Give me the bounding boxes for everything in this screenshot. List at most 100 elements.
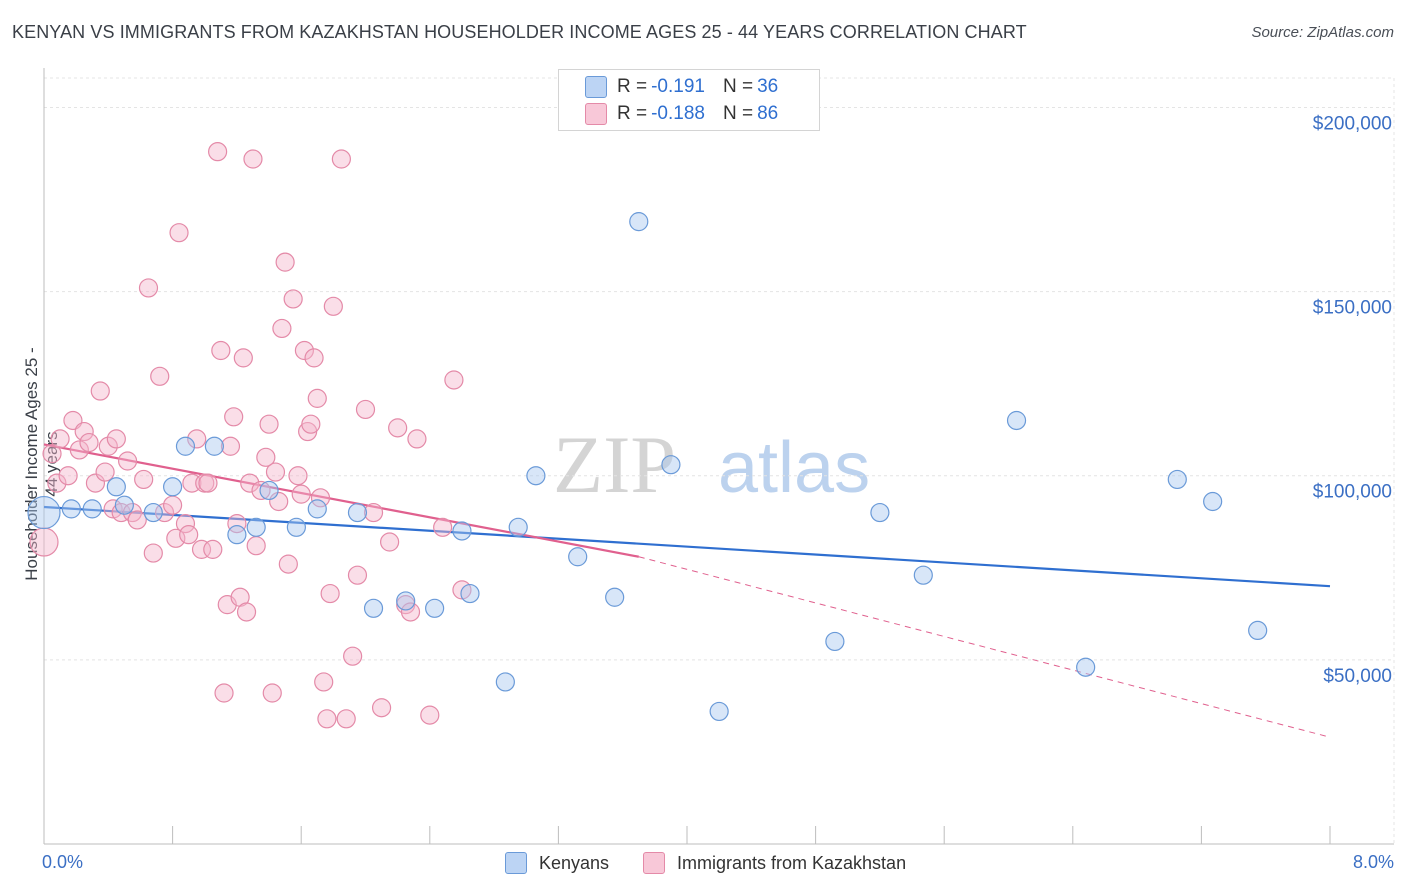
point-kenyans <box>286 517 306 537</box>
point-kenyans <box>526 466 546 486</box>
point-kazakhstan <box>191 539 212 559</box>
point-kazakhstan <box>95 462 115 482</box>
point-kazakhstan <box>343 646 363 666</box>
point-kazakhstan <box>163 495 183 515</box>
point-kazakhstan <box>106 429 126 449</box>
point-kazakhstan <box>380 532 400 552</box>
legend-r-value-kenyans: -0.191 <box>651 76 705 97</box>
point-kazakhstan <box>203 539 223 559</box>
point-kenyans <box>605 587 625 607</box>
bottom-legend-swatch-blue <box>505 852 527 874</box>
point-kazakhstan <box>243 149 263 169</box>
point-kazakhstan <box>154 502 175 523</box>
point-kazakhstan <box>294 340 315 361</box>
point-kazakhstan <box>74 421 94 442</box>
point-kenyans <box>1076 657 1096 677</box>
point-kazakhstan <box>371 698 392 718</box>
point-kazakhstan <box>278 554 298 574</box>
point-kazakhstan <box>310 488 331 508</box>
watermark-zip: ZIP <box>553 419 676 510</box>
point-kazakhstan <box>323 296 343 316</box>
legend-n-value-kenyans: 36 <box>757 76 779 97</box>
legend-swatch-blue <box>585 76 607 98</box>
trend-line-kazakhstan-extension <box>638 556 1331 738</box>
trend-line-kazakhstan <box>43 443 639 558</box>
point-kazakhstan <box>208 142 228 162</box>
point-kazakhstan <box>291 484 311 504</box>
point-kenyans <box>347 502 368 523</box>
point-kazakhstan <box>214 683 234 703</box>
point-kazakhstan <box>233 348 253 368</box>
point-kazakhstan <box>301 414 321 434</box>
point-kazakhstan <box>256 447 276 467</box>
point-kenyans <box>61 499 81 519</box>
point-kenyans <box>1203 491 1223 512</box>
point-kazakhstan <box>317 709 337 729</box>
point-kazakhstan <box>134 469 154 490</box>
x-tick-min: 0.0% <box>42 852 84 872</box>
point-kenyans <box>227 525 247 545</box>
point-kenyans <box>396 591 416 611</box>
point-kazakhstan <box>269 491 289 512</box>
point-kazakhstan <box>50 429 70 449</box>
point-kazakhstan <box>355 399 376 420</box>
source-label: Source: ZipAtlas.com <box>1251 24 1394 41</box>
bottom-legend-kazakhstan: Immigrants from Kazakhstan <box>643 852 906 874</box>
point-kazakhstan <box>143 543 163 563</box>
point-kenyans <box>363 598 384 618</box>
point-kenyans <box>106 477 126 497</box>
legend-row-kenyans: R = -0.191 N = 36 <box>585 75 782 99</box>
point-kazakhstan <box>85 473 106 493</box>
point-kazakhstan <box>314 672 334 692</box>
point-kazakhstan <box>251 480 271 501</box>
point-kazakhstan <box>363 502 384 523</box>
point-kenyans <box>913 565 933 585</box>
y-tick-label: $100,000 <box>1313 482 1392 503</box>
point-kazakhstan <box>79 432 99 453</box>
x-tick-max: 8.0% <box>1352 852 1394 872</box>
point-kazakhstan <box>220 436 241 456</box>
legend-row-kazakhstan: R = -0.188 N = 86 <box>585 102 782 126</box>
point-kazakhstan <box>127 510 147 530</box>
point-kenyans <box>246 517 266 537</box>
point-kazakhstan <box>90 381 110 401</box>
point-kazakhstan <box>47 473 67 493</box>
point-kazakhstan <box>407 429 427 449</box>
point-kazakhstan <box>388 418 408 438</box>
point-kazakhstan <box>262 683 282 703</box>
watermark-atlas: atlas <box>718 428 870 508</box>
point-kazakhstan <box>288 466 308 486</box>
point-kazakhstan <box>179 525 199 545</box>
point-kenyans <box>163 477 183 497</box>
point-kazakhstan <box>117 451 138 471</box>
point-kenyans <box>568 547 588 567</box>
point-kenyans <box>508 517 528 537</box>
point-kenyans <box>661 455 681 475</box>
point-kazakhstan <box>175 514 196 534</box>
point-kazakhstan <box>444 370 464 390</box>
point-kazakhstan <box>138 278 159 298</box>
point-kazakhstan <box>224 407 244 427</box>
point-kazakhstan <box>198 473 218 493</box>
point-kenyans <box>1167 469 1187 490</box>
legend-n-value-kazakhstan: 86 <box>757 103 779 124</box>
point-kazakhstan <box>169 223 189 243</box>
trend-line-kenyans <box>43 505 1331 588</box>
point-kenyans <box>82 499 102 519</box>
point-kenyans <box>709 701 729 722</box>
point-kazakhstan <box>307 388 327 408</box>
bottom-legend-label-kenyans: Kenyans <box>539 852 610 873</box>
point-kenyans <box>114 495 134 515</box>
point-kazakhstan <box>420 705 440 725</box>
point-kazakhstan <box>211 340 231 361</box>
y-tick-label: $200,000 <box>1313 113 1392 134</box>
legend-swatch-pink <box>585 103 607 125</box>
bottom-legend-label-kazakhstan: Immigrants from Kazakhstan <box>677 852 907 873</box>
legend-r-label: R = <box>617 76 648 97</box>
point-kazakhstan <box>236 602 257 622</box>
point-kenyans <box>1248 620 1268 641</box>
y-tick-label: $50,000 <box>1323 666 1392 687</box>
point-kazakhstan <box>150 366 170 386</box>
point-kazakhstan <box>240 473 260 493</box>
